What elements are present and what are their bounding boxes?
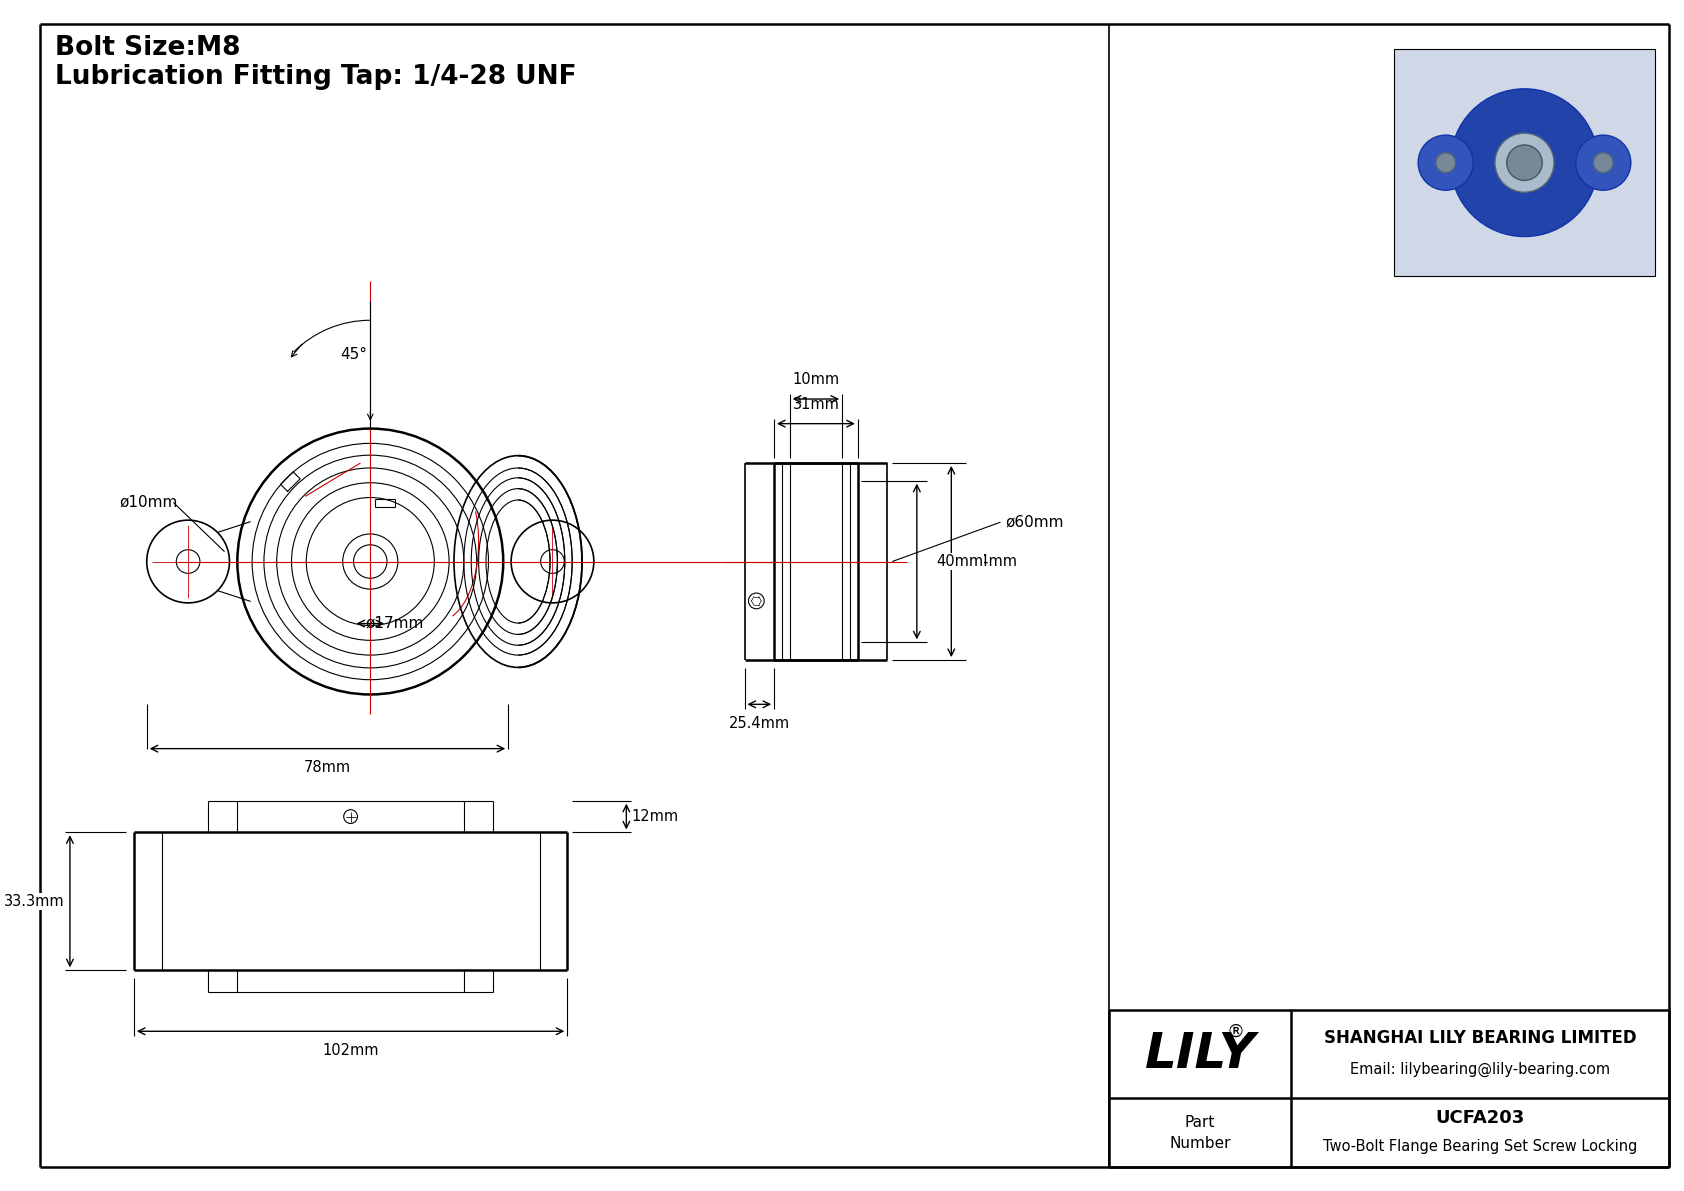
Text: 78mm: 78mm xyxy=(303,760,350,775)
Text: ø17mm: ø17mm xyxy=(365,616,424,631)
Circle shape xyxy=(1418,135,1474,191)
Text: Email: lilybearing@lily-bearing.com: Email: lilybearing@lily-bearing.com xyxy=(1351,1062,1610,1078)
Text: ø10mm: ø10mm xyxy=(120,495,177,510)
Text: SHANGHAI LILY BEARING LIMITED: SHANGHAI LILY BEARING LIMITED xyxy=(1324,1029,1637,1047)
Text: 45°: 45° xyxy=(340,348,367,362)
Text: Lubrication Fitting Tap: 1/4-28 UNF: Lubrication Fitting Tap: 1/4-28 UNF xyxy=(56,64,578,91)
Text: 12mm: 12mm xyxy=(632,809,679,824)
Circle shape xyxy=(1593,152,1613,173)
Text: 54mm: 54mm xyxy=(972,554,1019,569)
Text: 25.4mm: 25.4mm xyxy=(729,716,790,731)
Text: LILY: LILY xyxy=(1145,1030,1255,1078)
Text: 102mm: 102mm xyxy=(322,1043,379,1058)
Text: UCFA203: UCFA203 xyxy=(1435,1109,1524,1127)
Text: ø60mm: ø60mm xyxy=(1005,515,1064,530)
Circle shape xyxy=(1495,133,1554,192)
Text: 33.3mm: 33.3mm xyxy=(5,893,66,909)
Circle shape xyxy=(1507,145,1543,180)
Bar xyxy=(1394,50,1655,276)
Text: 31mm: 31mm xyxy=(793,397,839,412)
Text: 10mm: 10mm xyxy=(793,373,839,387)
Circle shape xyxy=(1450,89,1598,237)
Text: Part
Number: Part Number xyxy=(1169,1115,1231,1151)
Text: Bolt Size:M8: Bolt Size:M8 xyxy=(56,35,241,61)
Circle shape xyxy=(1576,135,1630,191)
Text: 40mm: 40mm xyxy=(936,554,983,569)
Circle shape xyxy=(1436,152,1455,173)
Text: Two-Bolt Flange Bearing Set Screw Locking: Two-Bolt Flange Bearing Set Screw Lockin… xyxy=(1324,1139,1637,1154)
Text: ®: ® xyxy=(1226,1023,1244,1041)
